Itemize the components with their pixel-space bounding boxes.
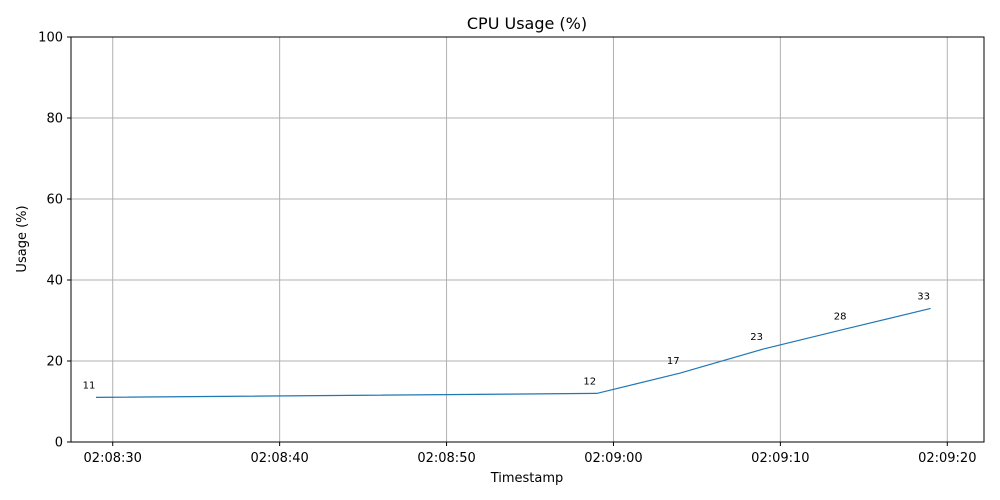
chart-title: CPU Usage (%) (467, 14, 587, 33)
y-tick-label: 40 (46, 274, 63, 289)
y-axis-label: Usage (%) (15, 205, 30, 272)
x-tick-label: 02:08:30 (84, 451, 142, 466)
data-labels: 11 12 17 23 28 33 (83, 291, 930, 391)
x-axis-ticks: 02:08:30 02:08:40 02:08:50 02:09:00 02:09:10… (84, 442, 976, 466)
data-label: 12 (583, 376, 596, 387)
data-label: 11 (83, 380, 96, 391)
plot-frame (70, 36, 985, 443)
x-tick-label: 02:09:20 (918, 451, 976, 466)
series (95, 307, 931, 398)
y-tick-label: 60 (46, 193, 63, 208)
y-tick-label: 20 (46, 355, 63, 370)
y-axis-ticks: 0 20 40 60 80 100 (38, 31, 71, 451)
x-tick-label: 02:08:40 (250, 451, 308, 466)
x-axis-label: Timestamp (490, 471, 564, 486)
x-tick-label: 02:09:00 (584, 451, 642, 466)
data-label: 33 (917, 291, 930, 302)
y-tick-label: 80 (46, 112, 63, 127)
y-tick-label: 0 (55, 436, 63, 451)
data-label: 28 (834, 312, 847, 323)
y-tick-label: 100 (38, 31, 63, 46)
data-label: 23 (750, 332, 763, 343)
grid (71, 36, 984, 443)
data-label: 17 (667, 356, 680, 367)
x-tick-label: 02:09:10 (751, 451, 809, 466)
series-line (95, 307, 931, 398)
x-tick-label: 02:08:50 (417, 451, 475, 466)
plot-border (70, 36, 985, 443)
